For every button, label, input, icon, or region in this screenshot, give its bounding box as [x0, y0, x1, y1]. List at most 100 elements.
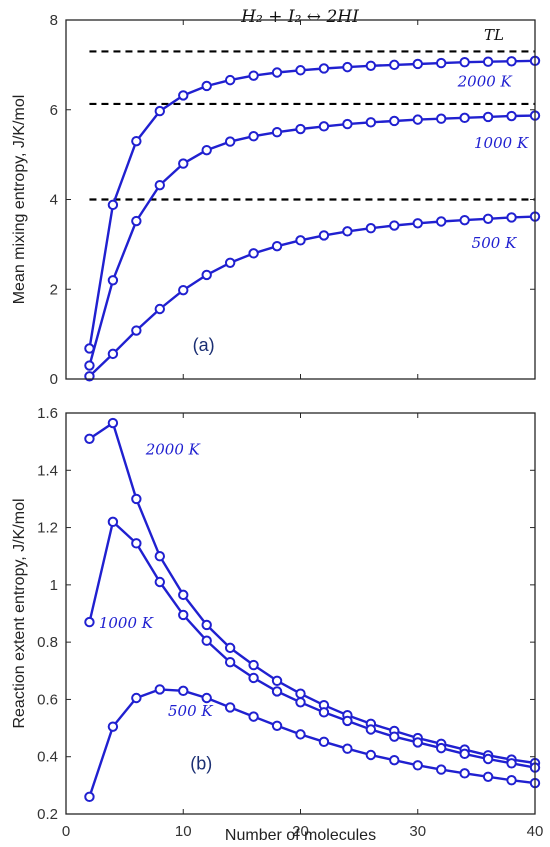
- panel-b-point-500-k-8: [154, 684, 166, 695]
- panel-a-point-2000-k-34: [459, 56, 470, 68]
- panel-b-point-500-k-32: [436, 764, 447, 775]
- panel-b-point-1000-k-10: [178, 609, 189, 621]
- x-tick-label: 10: [175, 823, 192, 840]
- panel-b-point-500-k-38: [506, 775, 517, 786]
- panel-a-point-500-k-28: [389, 220, 400, 231]
- panel-b-point-500-k-34: [459, 768, 470, 779]
- panel-b-y-tick-label: 0.8: [37, 634, 58, 651]
- panel-a-point-500-k-36: [482, 213, 494, 224]
- panel-a-y-tick-label: 0: [50, 371, 58, 388]
- panel-b-label-1000k: 1000 K: [99, 614, 154, 632]
- panel-b-point-1000-k-4: [107, 516, 119, 528]
- panel-b-point-500-k-20: [295, 729, 306, 740]
- panel-b-point-1000-k-18: [271, 686, 283, 697]
- panel-b-point-500-k-16: [248, 711, 259, 722]
- panel-b-point-1000-k-30: [412, 737, 423, 748]
- panel-a-series: [84, 55, 541, 382]
- panel-b-y-axis-label: Reaction extent entropy, J/K/mol: [11, 498, 28, 728]
- panel-a-frame: [65, 19, 536, 380]
- panel-a-point-1000-k-24: [342, 118, 353, 130]
- panel-b-point-500-k-2: [84, 791, 95, 803]
- panel-a-series-line-500-k: [88, 215, 536, 378]
- panel-a: H₂ + I₂ ↔ 2HI 0 2 4 6 8 Mean mixing entropy,…: [11, 7, 541, 388]
- panel-b-point-2000-k-12: [201, 619, 212, 631]
- panel-b-point-1000-k-38: [506, 758, 517, 769]
- panel-b-point-500-k-22: [318, 736, 330, 748]
- panel-b-ticks: 0 10 20 30 40 0.2 0.4 0.6 0.8 1 1.2 1.4 1.6: [37, 405, 543, 840]
- panel-b-point-2000-k-18: [271, 675, 283, 687]
- panel-b-point-1000-k-6: [131, 538, 142, 549]
- x-tick-label: 30: [409, 823, 426, 840]
- panel-a-point-1000-k-10: [178, 158, 189, 169]
- panel-b-point-1000-k-26: [365, 724, 377, 735]
- panel-a-point-2000-k-22: [318, 63, 330, 74]
- panel-b-point-2000-k-16: [248, 659, 259, 671]
- panel-a-point-500-k-24: [342, 226, 353, 237]
- panel-b-point-1000-k-20: [295, 697, 306, 708]
- panel-a-point-500-k-38: [506, 212, 517, 223]
- panel-a-point-500-k-8: [154, 303, 166, 315]
- panel-a-y-tick-label: 8: [50, 12, 58, 29]
- panel-b-point-500-k-14: [224, 702, 236, 713]
- panel-a-point-500-k-34: [459, 214, 470, 226]
- panel-a-series-line-1000-k: [88, 114, 536, 366]
- panel-a-point-500-k-32: [436, 216, 447, 227]
- panel-b-point-500-k-30: [412, 760, 423, 771]
- panel-a-point-1000-k-6: [131, 215, 142, 227]
- panel-a-point-500-k-4: [107, 348, 119, 360]
- panel-a-point-500-k-18: [271, 240, 283, 252]
- panel-b-label-2000k: 2000 K: [145, 441, 201, 459]
- panel-b-point-2000-k-6: [131, 493, 142, 505]
- panel-a-point-500-k-22: [318, 230, 330, 241]
- panel-b-point-1000-k-28: [389, 731, 400, 742]
- panel-b-y-tick-label: 0.2: [37, 806, 58, 823]
- panel-b-label: (b): [190, 754, 212, 774]
- panel-a-point-1000-k-38: [506, 110, 517, 122]
- panel-b-point-1000-k-34: [459, 748, 470, 760]
- x-tick-label: 20: [292, 823, 309, 840]
- panel-b-y-tick-label: 1.2: [37, 520, 58, 537]
- panel-a-point-500-k-20: [295, 235, 306, 246]
- panel-b-series: [84, 417, 541, 803]
- panel-b-point-500-k-28: [389, 754, 400, 766]
- panel-b-point-2000-k-8: [154, 551, 166, 562]
- panel-b-point-500-k-4: [107, 721, 119, 732]
- panel-a-point-2000-k-30: [412, 58, 423, 70]
- panel-a-point-1000-k-14: [224, 136, 236, 147]
- panel-a-point-2000-k-26: [365, 60, 377, 71]
- panel-b-point-500-k-36: [482, 771, 494, 782]
- panel-b-point-2000-k-4: [107, 417, 119, 429]
- x-axis-label: Number of molecules: [225, 827, 376, 844]
- panel-a-point-2000-k-4: [107, 199, 119, 211]
- panel-a-point-1000-k-20: [295, 123, 306, 135]
- panel-a-point-1000-k-4: [107, 275, 119, 286]
- panel-a-point-2000-k-12: [201, 80, 212, 92]
- panel-b-point-500-k-10: [178, 685, 189, 697]
- panel-b-point-2000-k-2: [84, 433, 95, 444]
- panel-b-point-500-k-24: [342, 743, 353, 754]
- panel-a-point-1000-k-12: [201, 144, 212, 156]
- panel-a-point-1000-k-36: [482, 111, 494, 123]
- panel-a-y-tick-label: 4: [50, 192, 58, 209]
- panel-a-point-1000-k-16: [248, 131, 259, 142]
- panel-a-label-500k: 500 K: [472, 234, 517, 252]
- panel-b-series-line-500-k: [88, 688, 536, 798]
- panel-b: 0 10 20 30 40 0.2 0.4 0.6 0.8 1 1.2 1.4 1.6 Reaction…: [11, 405, 543, 844]
- panel-b-point-1000-k-12: [201, 635, 212, 646]
- panel-b-point-1000-k-16: [248, 672, 259, 684]
- panel-a-title: H₂ + I₂ ↔ 2HI: [240, 7, 359, 27]
- panel-a-point-2000-k-16: [248, 70, 259, 81]
- panel-a-y-tick-label: 6: [50, 102, 58, 119]
- panel-b-y-tick-label: 0.4: [37, 749, 58, 766]
- panel-a-point-500-k-6: [131, 325, 142, 336]
- panel-b-point-1000-k-22: [318, 707, 330, 718]
- panel-b-y-tick-label: 1.4: [37, 462, 58, 479]
- panel-b-frame: [65, 412, 536, 815]
- panel-b-point-500-k-26: [365, 749, 377, 761]
- panel-a-point-1000-k-30: [412, 114, 423, 125]
- threshold-label-tl: TL: [484, 26, 504, 44]
- panel-a-label: (a): [193, 335, 215, 355]
- panel-a-point-2000-k-14: [224, 74, 236, 86]
- panel-b-point-1000-k-32: [436, 742, 447, 754]
